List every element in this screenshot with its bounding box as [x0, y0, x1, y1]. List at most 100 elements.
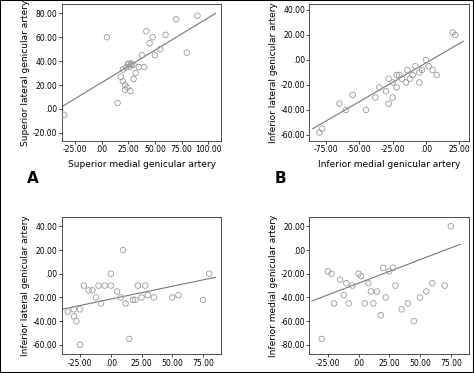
Point [451, 32, 459, 38]
Point [422, 57, 430, 63]
Point [125, 62, 132, 68]
Point [130, 76, 137, 82]
Point [365, 280, 372, 286]
Point [128, 62, 135, 68]
Point [342, 107, 350, 113]
Point [389, 265, 397, 271]
Point [119, 78, 127, 84]
Point [336, 101, 343, 107]
Point [140, 64, 148, 70]
Point [134, 283, 142, 289]
Point [103, 34, 111, 40]
Point [121, 87, 129, 93]
Point [403, 67, 411, 73]
Point [428, 280, 436, 286]
Point [141, 283, 149, 289]
Point [146, 40, 153, 46]
Point [393, 85, 401, 91]
Point [316, 129, 323, 135]
Point [395, 72, 403, 78]
Point [377, 312, 384, 318]
Point [121, 82, 129, 88]
Point [385, 269, 393, 275]
Point [362, 107, 370, 113]
X-axis label: Inferior medial genicular artery: Inferior medial genicular artery [318, 160, 461, 169]
Point [173, 16, 180, 22]
Point [156, 46, 164, 52]
Point [125, 60, 132, 66]
Point [398, 306, 405, 312]
Point [398, 76, 406, 82]
Point [375, 85, 383, 91]
Point [416, 69, 423, 75]
Point [128, 60, 135, 66]
Point [416, 79, 423, 85]
Point [95, 283, 102, 289]
Point [393, 72, 401, 78]
Point [143, 28, 150, 34]
Point [114, 100, 121, 106]
Point [97, 300, 105, 306]
Point [372, 94, 379, 100]
Point [117, 74, 125, 80]
Point [425, 63, 432, 69]
Y-axis label: Inferior medial genicular artery: Inferior medial genicular artery [269, 214, 278, 357]
Point [345, 300, 353, 306]
Point [123, 84, 131, 90]
Point [205, 271, 213, 277]
Point [324, 269, 332, 275]
Point [76, 306, 84, 312]
Point [357, 273, 365, 279]
Point [367, 289, 374, 295]
Point [349, 92, 356, 98]
Point [117, 294, 125, 300]
Point [373, 289, 381, 295]
Point [122, 300, 129, 306]
Point [132, 70, 139, 76]
Point [318, 126, 326, 132]
Point [119, 66, 127, 72]
Point [127, 88, 134, 94]
Point [385, 101, 392, 107]
Point [162, 32, 169, 38]
Point [340, 292, 347, 298]
Text: A: A [27, 172, 38, 186]
Point [89, 287, 96, 293]
Point [409, 72, 417, 78]
Point [107, 271, 115, 277]
Point [168, 294, 176, 300]
Point [144, 292, 152, 298]
X-axis label: Superior medial genicular artery: Superior medial genicular artery [68, 160, 216, 169]
Point [70, 313, 78, 319]
Point [379, 265, 387, 271]
Point [199, 297, 207, 303]
Point [150, 294, 158, 300]
Point [107, 283, 115, 289]
Point [385, 76, 392, 82]
Point [343, 280, 350, 286]
Point [361, 300, 368, 306]
Y-axis label: Inferior lateral genicular artery: Inferior lateral genicular artery [269, 2, 278, 143]
Point [126, 336, 133, 342]
Point [349, 283, 356, 289]
Point [355, 271, 363, 277]
Point [411, 63, 419, 69]
Point [70, 306, 78, 312]
Point [130, 62, 137, 68]
Point [132, 297, 139, 303]
Point [149, 34, 156, 40]
Point [382, 88, 390, 94]
Point [76, 342, 84, 348]
Point [80, 283, 88, 289]
Point [138, 294, 146, 300]
Point [113, 289, 121, 295]
Point [151, 52, 159, 58]
Point [129, 297, 137, 303]
Point [406, 76, 414, 82]
Y-axis label: Inferior lateral genicular artery: Inferior lateral genicular artery [21, 215, 30, 356]
Point [441, 283, 448, 289]
Point [85, 287, 92, 293]
Point [389, 79, 396, 85]
Point [119, 247, 127, 253]
Point [389, 94, 396, 100]
